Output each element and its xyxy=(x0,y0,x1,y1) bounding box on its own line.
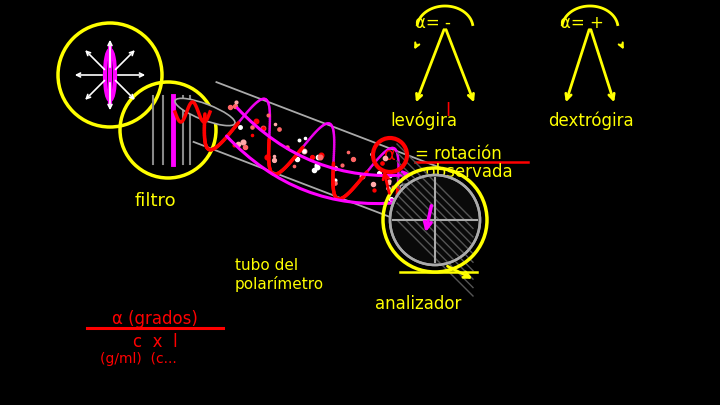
Text: α= -: α= - xyxy=(415,14,451,32)
Text: = rotación: = rotación xyxy=(415,145,502,163)
Text: tubo del
polarímetro: tubo del polarímetro xyxy=(235,258,324,292)
Text: c  x  l: c x l xyxy=(132,333,177,351)
Text: analizador: analizador xyxy=(375,295,462,313)
Text: α (grados): α (grados) xyxy=(112,310,198,328)
Text: levógira: levógira xyxy=(390,112,457,130)
Ellipse shape xyxy=(390,175,480,265)
Ellipse shape xyxy=(400,184,460,212)
Ellipse shape xyxy=(175,98,235,126)
Text: α: α xyxy=(384,146,396,164)
Text: α= +: α= + xyxy=(560,14,604,32)
Text: observada: observada xyxy=(415,163,513,181)
Text: (g/ml)  (c...: (g/ml) (c... xyxy=(100,352,176,366)
Text: dextrógira: dextrógira xyxy=(548,112,634,130)
Text: l: l xyxy=(445,102,450,120)
Text: filtro: filtro xyxy=(134,192,176,210)
